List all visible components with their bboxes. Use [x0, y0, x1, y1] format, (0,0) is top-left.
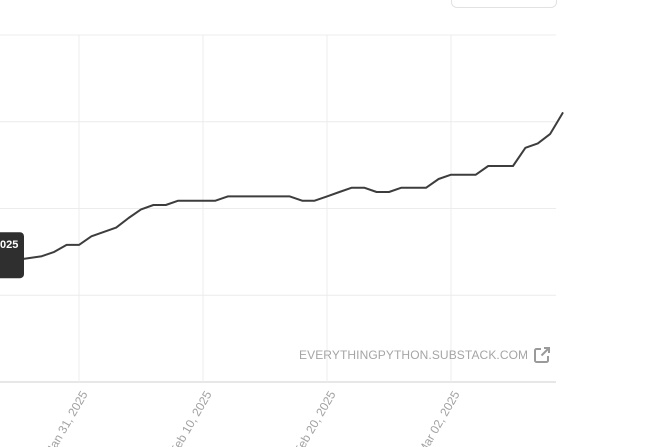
data-point[interactable] [411, 185, 416, 190]
data-point[interactable] [213, 198, 218, 203]
data-point[interactable] [201, 198, 206, 203]
data-point[interactable] [449, 172, 454, 177]
data-point[interactable] [64, 242, 69, 247]
series-line [0, 112, 564, 264]
data-point[interactable] [436, 177, 441, 182]
data-point[interactable] [387, 190, 392, 195]
data-point[interactable] [312, 198, 317, 203]
data-point[interactable] [250, 194, 255, 199]
data-point[interactable] [337, 190, 342, 195]
data-point[interactable] [523, 145, 528, 150]
data-point[interactable] [498, 163, 503, 168]
data-point[interactable] [300, 198, 305, 203]
data-point[interactable] [473, 172, 478, 177]
data-point[interactable] [325, 194, 330, 199]
data-point[interactable] [362, 185, 367, 190]
data-point[interactable] [89, 234, 94, 239]
external-link-icon [534, 347, 551, 363]
data-point[interactable] [486, 163, 491, 168]
tooltip-text: 025 [0, 239, 18, 251]
data-point[interactable] [275, 194, 280, 199]
data-point[interactable] [287, 194, 292, 199]
data-point[interactable] [176, 198, 181, 203]
series-layer [0, 111, 565, 264]
x-axis-ticks: Jan 31, 2025 Feb 10, 2025 Feb 20, 2025 Mar … [44, 388, 463, 447]
data-point[interactable] [163, 203, 168, 208]
data-point[interactable] [511, 163, 516, 168]
data-point[interactable] [263, 194, 268, 199]
data-point[interactable] [225, 194, 230, 199]
data-point[interactable] [52, 249, 57, 254]
data-point[interactable] [39, 254, 44, 259]
data-point[interactable] [188, 198, 193, 203]
data-point[interactable] [238, 194, 243, 199]
data-point[interactable] [349, 185, 354, 190]
data-point[interactable] [560, 111, 565, 116]
data-point[interactable] [461, 172, 466, 177]
top-dropdown-control[interactable] [451, 0, 557, 8]
x-tick-label: Mar 02, 2025 [415, 388, 463, 447]
source-link[interactable]: EVERYTHINGPYTHON.SUBSTACK.COM [299, 345, 552, 365]
data-point[interactable] [139, 207, 144, 212]
data-point[interactable] [535, 141, 540, 146]
tooltip: 025 [0, 232, 24, 279]
grid [0, 34, 556, 383]
tooltip-box [0, 232, 24, 279]
data-point[interactable] [399, 185, 404, 190]
data-point[interactable] [101, 229, 106, 234]
source-label: EVERYTHINGPYTHON.SUBSTACK.COM [299, 348, 529, 362]
x-tick-label: Jan 31, 2025 [44, 388, 91, 447]
data-point[interactable] [374, 190, 379, 195]
data-point[interactable] [424, 185, 429, 190]
data-point[interactable] [151, 203, 156, 208]
data-point[interactable] [126, 216, 131, 221]
x-tick-label: Feb 10, 2025 [167, 388, 215, 447]
data-point[interactable] [114, 225, 119, 230]
x-tick-label: Feb 20, 2025 [291, 388, 339, 447]
data-point[interactable] [548, 131, 553, 136]
data-point[interactable] [77, 242, 82, 247]
